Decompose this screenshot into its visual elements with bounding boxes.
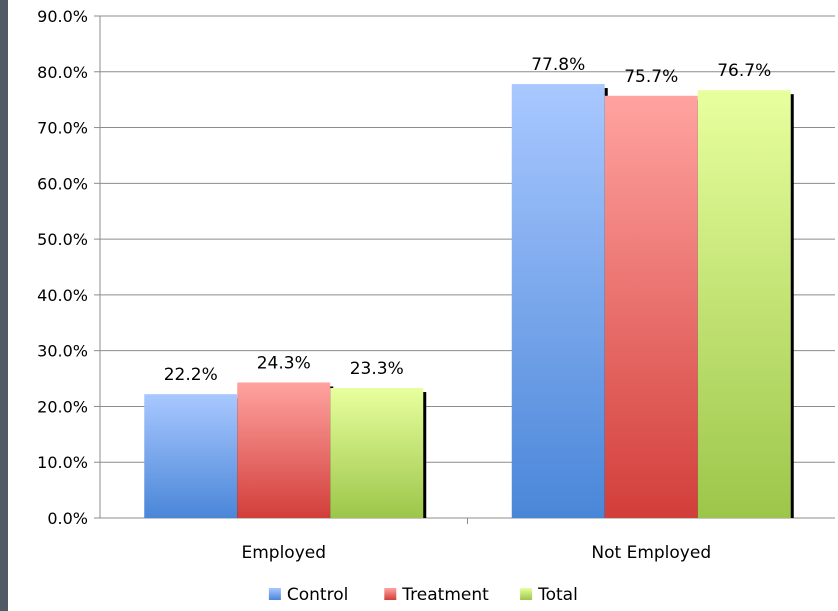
bar-control-not-employed: [511, 84, 605, 518]
y-tick-label: 80.0%: [37, 63, 88, 82]
x-category-label: Employed: [241, 543, 326, 563]
data-label: 22.2%: [164, 365, 218, 385]
legend-swatch-total: [520, 588, 533, 600]
left-edge-bar: [0, 0, 8, 611]
bar-control-employed: [144, 394, 238, 518]
y-tick-label: 50.0%: [37, 230, 88, 249]
legend-swatch-control: [268, 588, 281, 600]
y-tick-label: 30.0%: [37, 342, 88, 361]
y-tick-label: 90.0%: [37, 7, 88, 26]
data-label: 76.7%: [717, 61, 771, 81]
y-tick-label: 40.0%: [37, 286, 88, 305]
legend[interactable]: Control Treatment Total: [268, 585, 578, 605]
legend-label-control: Control: [287, 585, 348, 605]
legend-swatch-treatment: [384, 588, 397, 600]
bar-treatment-not-employed: [604, 95, 698, 519]
legend-label-treatment: Treatment: [401, 585, 489, 605]
y-tick-label: 70.0%: [37, 119, 88, 138]
data-label: 75.7%: [624, 67, 678, 87]
data-label: 23.3%: [350, 359, 404, 379]
y-tick-label: 20.0%: [37, 397, 88, 416]
data-labels: 22.2% 24.3% 23.3% 77.8% 75.7% 76.7%: [164, 55, 772, 385]
y-tick-label: 60.0%: [37, 174, 88, 193]
bars: [144, 84, 794, 519]
legend-label-total: Total: [537, 585, 578, 605]
data-label: 77.8%: [531, 55, 585, 75]
bar-total-employed: [330, 388, 424, 518]
y-tick-label: 10.0%: [37, 453, 88, 472]
bar-treatment-employed: [237, 382, 331, 518]
data-label: 24.3%: [257, 353, 311, 373]
y-tick-label: 0.0%: [47, 509, 88, 528]
x-category-label: Not Employed: [591, 543, 711, 563]
bar-shadow: [789, 94, 794, 518]
bar-total-not-employed: [697, 90, 791, 518]
bar-shadow: [422, 392, 427, 518]
